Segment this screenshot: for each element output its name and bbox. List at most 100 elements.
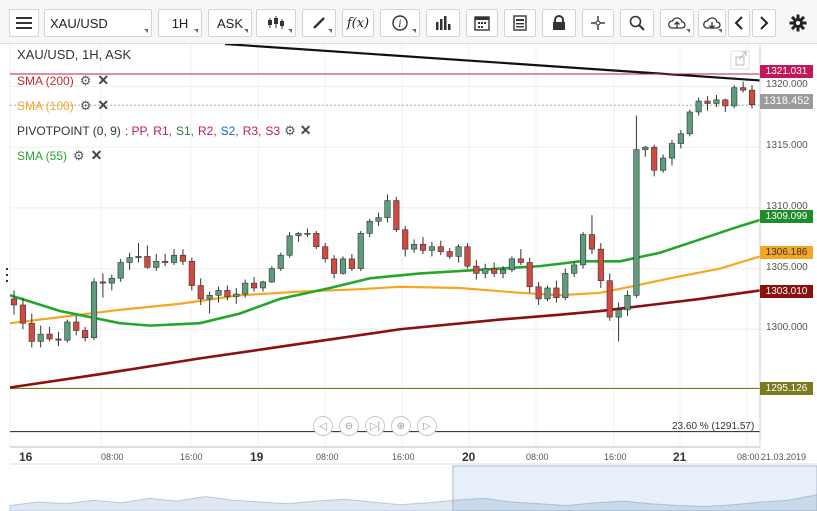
scroll-right-button[interactable] [752,9,776,37]
sma200-line [9,289,761,389]
candle-body [526,262,533,288]
candle-body [677,133,684,144]
x-tick-label: 16:00 [604,452,627,462]
dropdown-caret-icon [194,29,198,33]
candle-body [251,282,258,289]
calendar-button[interactable] [466,9,498,37]
reset-button[interactable]: ▷| [365,416,385,436]
candle [668,139,676,166]
pivot-r2: R2, [197,123,217,138]
candle-body [535,286,542,300]
candle-body [553,287,560,298]
symbol-selector[interactable]: XAU/USD [44,9,152,37]
settings-button[interactable] [784,9,812,37]
candle [455,244,462,263]
candle-body [197,285,204,300]
candle-body [455,246,462,257]
x-tick-label: 08:00 [101,452,124,462]
candle-body [642,146,649,150]
gear-icon[interactable]: ⚙ [79,72,92,88]
volume-button[interactable] [426,9,460,37]
zoom-button[interactable] [620,9,654,37]
upload-button[interactable] [660,9,694,37]
candle-body [633,149,640,296]
candle-body [153,260,160,268]
overview-window[interactable] [452,465,817,511]
zoom-in-button[interactable]: ⊕ [391,416,411,436]
candle [393,196,400,233]
legend-sma100: SMA (100) ⚙ ✕ [17,97,109,114]
gear-icon[interactable]: ⚙ [79,97,92,113]
candle-body [295,233,302,237]
candle [473,260,480,280]
candle [242,279,249,298]
candle-body [731,87,738,107]
candle-body [411,243,418,250]
candle-body [446,251,453,257]
sma55-label: SMA (55) [17,148,68,163]
price-chart[interactable] [0,44,817,511]
indicators-button[interactable]: f(x) [342,9,374,37]
candle-body [740,87,747,91]
popout-icon[interactable] [730,50,750,70]
close-icon[interactable]: ✕ [97,97,110,113]
lock-button[interactable] [542,9,576,37]
arrow-right-icon: ▷ [423,420,431,432]
candle-body [482,268,489,274]
pan-left-button[interactable]: ◁ [313,416,333,436]
candle [446,247,453,259]
candle-body [597,248,604,282]
info-button[interactable]: i [380,9,420,37]
candle [571,261,578,278]
download-button[interactable] [698,9,726,37]
candle [82,326,89,342]
draw-tool-button[interactable] [302,9,336,37]
candle-body [55,338,62,341]
candle [99,273,106,298]
zoom-out-button[interactable]: ⊖ [339,416,359,436]
overview-navigator[interactable] [9,465,817,511]
candle-body [259,281,267,289]
close-icon[interactable]: ✕ [97,72,110,88]
scroll-left-button[interactable] [728,9,750,37]
x-tick-label: 16:00 [392,452,415,462]
candle [677,130,684,149]
candle-body [10,298,18,306]
lock-icon [552,15,566,31]
candle-body [28,322,35,342]
candle-body [179,254,186,262]
badge-sma55: 1309.099 [760,210,813,223]
candle [153,253,160,271]
menu-button[interactable] [9,9,39,37]
price-type-selector[interactable]: ASK [208,9,252,37]
interval-selector[interactable]: 1H [158,9,202,37]
function-icon: f(x) [346,15,370,31]
candle [402,226,409,257]
close-icon[interactable]: ✕ [90,147,103,163]
zoom-navigation: ◁ ⊖ ▷| ⊕ ▷ [313,416,437,436]
candle [90,278,98,341]
close-icon[interactable]: ✕ [299,122,312,138]
candle-body [428,246,435,251]
candle-body [206,294,213,300]
zoom-out-icon: ⊖ [344,420,354,432]
candle-body [46,333,53,340]
pivot-pp: : PP, [124,123,150,138]
gear-icon[interactable]: ⚙ [73,147,85,163]
candle [740,81,747,93]
drag-handle-icon[interactable] [6,268,8,282]
crosshair-button[interactable] [582,9,614,37]
candle-body [508,258,515,271]
x-tick-label: 08:00 [526,452,549,462]
candle-body [366,220,373,234]
gear-icon [789,14,807,32]
chart-type-button[interactable] [256,9,296,37]
candle-body [437,246,444,252]
candle [731,85,738,109]
candle-body [188,260,195,286]
info-icon: i [392,15,408,31]
gear-icon[interactable]: ⚙ [284,122,296,138]
candle [295,232,302,242]
news-button[interactable] [504,9,536,37]
pan-right-button[interactable]: ▷ [417,416,437,436]
